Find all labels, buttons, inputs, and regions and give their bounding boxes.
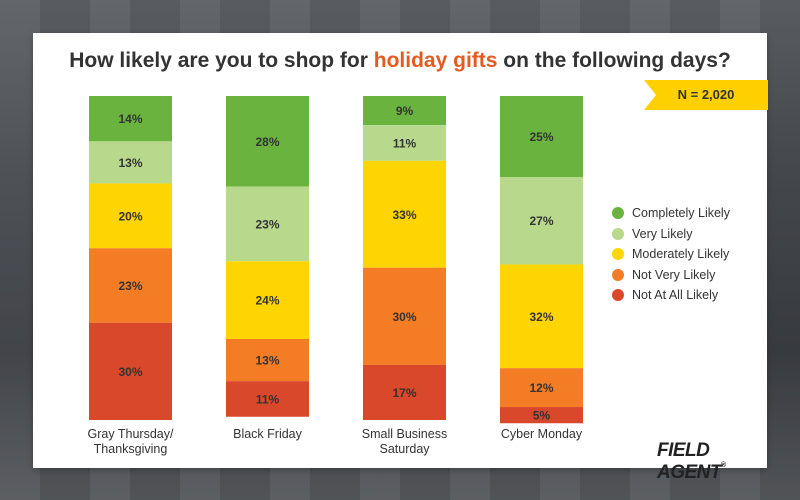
bar-value-label: 12%	[529, 381, 553, 395]
bar-segment-3-3	[363, 160, 446, 268]
category-label: Saturday	[379, 442, 430, 456]
legend-label: Not At All Likely	[632, 288, 719, 303]
category-label: Gray Thursday/	[88, 427, 174, 441]
legend-swatch	[612, 227, 624, 240]
legend-item: Completely Likely	[612, 203, 730, 224]
legend-item: Not At All Likely	[612, 285, 730, 306]
legend-item: Moderately Likely	[612, 244, 730, 265]
bar-segment-2-5	[226, 381, 309, 417]
bar-segment-1-1	[89, 96, 172, 142]
legend-label: Not Very Likely	[632, 267, 716, 282]
bar-segment-1-3	[89, 183, 172, 249]
bar-segment-4-1	[500, 96, 583, 177]
legend-swatch	[612, 289, 624, 302]
bar-value-label: 11%	[393, 136, 417, 150]
bar-value-label: 28%	[255, 135, 279, 149]
category-label: Black Friday	[233, 427, 303, 441]
bar-value-label: 27%	[529, 214, 553, 228]
bar-value-label: 20%	[118, 209, 142, 223]
bar-value-label: 9%	[396, 104, 414, 118]
title-text: How likely are you to shop for	[69, 49, 374, 72]
legend-swatch	[612, 248, 624, 261]
bar-segment-3-4	[363, 267, 446, 365]
chart-title: How likely are you to shop for holiday g…	[33, 49, 767, 73]
bar-segment-2-4	[226, 339, 309, 382]
category-label: Thanksgiving	[94, 442, 168, 456]
bar-value-label: 13%	[255, 354, 279, 368]
bar-segment-1-2	[89, 141, 172, 184]
bar-value-label: 33%	[392, 208, 416, 222]
bar-value-label: 17%	[392, 386, 416, 400]
bar-value-label: 24%	[255, 294, 279, 308]
legend-item: Very Likely	[612, 224, 730, 245]
bar-value-label: 5%	[533, 409, 551, 423]
sample-size-badge: N = 2,020	[644, 80, 768, 110]
title-text-end: on the following days?	[497, 49, 731, 72]
field-agent-logo: FIELD AGENT®	[657, 440, 726, 483]
bar-segment-4-2	[500, 177, 583, 265]
bar-segment-2-2	[226, 186, 309, 262]
bar-segment-3-2	[363, 125, 446, 161]
legend-swatch	[612, 268, 624, 281]
bar-segment-1-5	[89, 322, 172, 420]
bar-segment-1-4	[89, 248, 172, 323]
category-label: Small Business	[362, 427, 447, 441]
bar-value-label: 11%	[256, 392, 280, 406]
legend-label: Moderately Likely	[632, 247, 730, 262]
bar-segment-2-3	[226, 261, 309, 339]
legend-swatch	[612, 207, 624, 220]
bar-value-label: 30%	[392, 310, 416, 324]
category-label: Cyber Monday	[501, 427, 583, 441]
bar-value-label: 14%	[118, 112, 142, 126]
bar-value-label: 23%	[255, 217, 279, 231]
legend-label: Very Likely	[632, 226, 693, 241]
bar-value-label: 23%	[118, 279, 142, 293]
legend-item: Not Very Likely	[612, 265, 730, 286]
bar-segment-4-3	[500, 264, 583, 369]
legend-label: Completely Likely	[632, 206, 730, 221]
bar-segment-4-4	[500, 368, 583, 408]
bar-segment-2-1	[226, 96, 309, 187]
bar-value-label: 25%	[529, 130, 553, 144]
sample-size-label: N = 2,020	[677, 87, 735, 102]
bar-segment-3-1	[363, 96, 446, 126]
bar-value-label: 32%	[529, 310, 553, 324]
bar-segment-4-5	[500, 407, 583, 424]
bar-value-label: 13%	[118, 156, 142, 170]
bar-value-label: 30%	[118, 365, 142, 379]
chart-legend: Completely Likely Very Likely Moderately L…	[612, 203, 730, 306]
bar-segment-3-5	[363, 364, 446, 420]
title-highlight: holiday gifts	[373, 49, 498, 72]
